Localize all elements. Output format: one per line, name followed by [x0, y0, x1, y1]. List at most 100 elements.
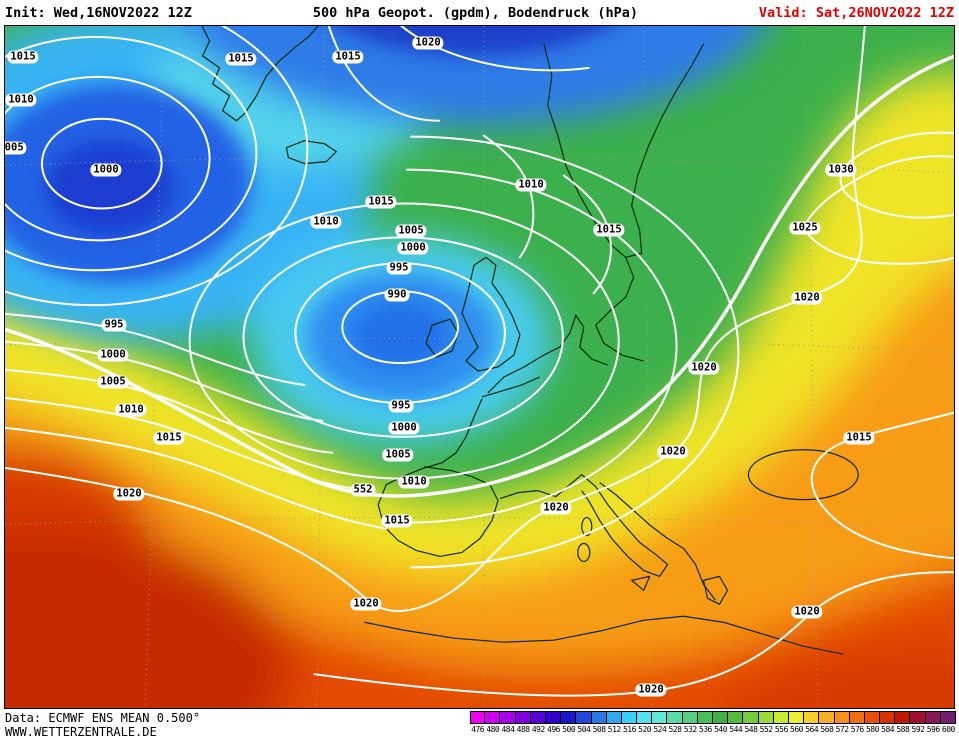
colorbar-swatch [880, 711, 896, 724]
colorbar-tick: 588 [896, 725, 910, 734]
colorbar-swatch [849, 711, 865, 724]
colorbar-tick: 584 [881, 725, 895, 734]
colorbar-tick: 524 [653, 725, 667, 734]
colorbar-cell: 576 [849, 711, 865, 734]
colorbar-tick: 520 [638, 725, 652, 734]
map-canvas: 1015101010051000995100010051010101510201… [4, 25, 955, 709]
colorbar-tick: 496 [547, 725, 560, 734]
colorbar-cell: 592 [910, 711, 926, 734]
colorbar-cell: 536 [697, 711, 713, 734]
colorbar-tick: 484 [501, 725, 515, 734]
map-svg [5, 26, 954, 708]
colorbar-swatch [834, 711, 850, 724]
colorbar-tick: 508 [592, 725, 606, 734]
colorbar-tick: 540 [714, 725, 728, 734]
colorbar-tick: 500 [562, 725, 576, 734]
colorbar-cell: 508 [591, 711, 607, 734]
colorbar-cell: 560 [788, 711, 805, 734]
colorbar-cell: 504 [576, 711, 592, 734]
colorbar-swatch [682, 711, 698, 724]
colorbar-swatch [940, 711, 956, 724]
colorbar-swatch [485, 711, 501, 724]
colorbar-swatch [925, 711, 941, 724]
colorbar-swatch [500, 711, 516, 724]
colorbar-cell: 524 [652, 711, 668, 734]
graticule [5, 26, 954, 708]
colorbar-cell: 532 [682, 711, 698, 734]
colorbar-cell: 572 [834, 711, 850, 734]
colorbar-swatch [895, 711, 911, 724]
colorbar-cell: 476 [470, 711, 486, 734]
header: Init: Wed,16NOV2022 12Z 500 hPa Geopot. … [0, 0, 959, 25]
footer: Data: ECMWF ENS MEAN 0.500° WWW.WETTERZE… [0, 709, 959, 741]
colorbar-tick: 552 [759, 725, 773, 734]
colorbar-cell: 520 [637, 711, 653, 734]
colorbar-cell: 588 [895, 711, 911, 734]
colorbar-cell: 512 [606, 711, 622, 734]
colorbar-cell: 556 [773, 711, 789, 734]
valid-label: Valid: Sat,26NOV2022 12Z [758, 4, 954, 21]
colorbar-tick: 516 [622, 725, 636, 734]
colorbar-tick: 556 [774, 725, 788, 734]
colorbar-swatch [697, 711, 713, 724]
colorbar-swatch [606, 711, 622, 724]
colorbar-tick: 580 [865, 725, 879, 734]
colorbar-cell: 564 [804, 711, 820, 734]
colorbar-swatch [864, 711, 881, 724]
colorbar-legend: 476 480 484 488 492 496 500 504 508 512 516 520 524 5… [470, 711, 956, 734]
colorbar-tick: 512 [607, 725, 621, 734]
colorbar-tick: 564 [805, 725, 819, 734]
colorbar-swatch [561, 711, 577, 724]
colorbar-cell: 540 [713, 711, 729, 734]
colorbar-swatch [652, 711, 668, 724]
colorbar-cell: 544 [728, 711, 744, 734]
colorbar-swatch [773, 711, 789, 724]
colorbar-cell: 568 [819, 711, 835, 734]
colorbar-tick: 548 [744, 725, 758, 734]
colorbar-tick: 504 [577, 725, 591, 734]
colorbar-tick: 528 [668, 725, 682, 734]
colorbar-tick: 572 [835, 725, 849, 734]
colorbar-swatch [637, 711, 653, 724]
colorbar-cell: 552 [758, 711, 774, 734]
colorbar-tick: 480 [486, 725, 500, 734]
colorbar-cell: 496 [545, 711, 562, 734]
colorbar-tick: 576 [850, 725, 864, 734]
colorbar-swatch [788, 711, 805, 724]
colorbar-tick: 488 [516, 725, 530, 734]
colorbar-swatch [819, 711, 835, 724]
colorbar-cell: 480 [485, 711, 501, 734]
colorbar-tick: 532 [683, 725, 697, 734]
colorbar-swatch [758, 711, 774, 724]
colorbar-cell: 584 [880, 711, 896, 734]
colorbar-swatch [515, 711, 531, 724]
colorbar-cell: 516 [621, 711, 638, 734]
colorbar-tick: 568 [820, 725, 834, 734]
colorbar-cell: 488 [515, 711, 531, 734]
colorbar-cell: 596 [925, 711, 941, 734]
colorbar-cell: 484 [500, 711, 516, 734]
colorbar-tick: 492 [531, 725, 545, 734]
colorbar-swatch [910, 711, 926, 724]
color-field [5, 26, 954, 708]
map-title: 500 hPa Geopot. (gpdm), Bodendruck (hPa) [312, 4, 638, 21]
colorbar-swatch [621, 711, 638, 724]
colorbar-cell: 580 [864, 711, 881, 734]
website[interactable]: WWW.WETTERZENTRALE.DE [5, 725, 157, 739]
colorbar-tick: 476 [471, 725, 485, 734]
colorbar-swatch [804, 711, 820, 724]
colorbar-cell: 600 [940, 711, 956, 734]
colorbar-cell: 500 [561, 711, 577, 734]
colorbar-swatch [713, 711, 729, 724]
colorbar-swatch [728, 711, 744, 724]
colorbar-cell: 548 [743, 711, 759, 734]
colorbar-tick: 592 [911, 725, 925, 734]
colorbar-swatch [743, 711, 759, 724]
data-source: Data: ECMWF ENS MEAN 0.500° [5, 711, 201, 725]
colorbar-cell: 492 [530, 711, 546, 734]
colorbar-cell: 528 [667, 711, 683, 734]
colorbar-tick: 596 [926, 725, 940, 734]
init-label: Init: Wed,16NOV2022 12Z [5, 4, 192, 21]
colorbar-swatch [667, 711, 683, 724]
colorbar-swatch [591, 711, 607, 724]
